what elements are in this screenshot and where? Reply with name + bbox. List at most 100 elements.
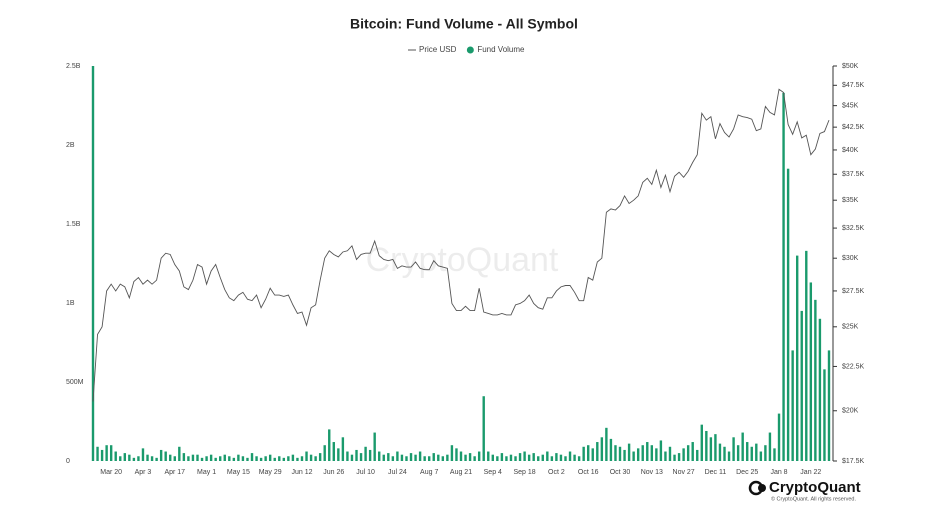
- x-tick-label: Aug 21: [450, 469, 472, 476]
- volume-bar: [514, 456, 517, 461]
- volume-bar: [496, 456, 499, 461]
- volume-bar: [759, 451, 763, 461]
- y2-tick-label: $27.5K: [842, 288, 865, 295]
- volume-bar: [137, 456, 140, 461]
- volume-bar: [573, 454, 576, 461]
- x-tick-label: Sep 18: [514, 469, 536, 476]
- volume-bar: [359, 453, 363, 461]
- x-tick-label: May 1: [197, 469, 216, 476]
- volume-bar: [409, 453, 413, 461]
- volume-bar: [696, 449, 699, 461]
- volume-bar: [596, 442, 599, 461]
- volume-bar: [109, 445, 113, 461]
- volume-bar: [823, 369, 826, 461]
- y-tick-label: 1.5B: [66, 221, 81, 228]
- volume-bar: [432, 453, 435, 461]
- volume-bar: [477, 451, 481, 461]
- volume-bar: [246, 457, 249, 461]
- volume-bar: [173, 456, 176, 461]
- volume-bar: [537, 456, 540, 461]
- volume-bar: [200, 457, 204, 461]
- volume-bar: [146, 454, 149, 461]
- volume-bar: [100, 449, 104, 461]
- volume-bar: [296, 457, 299, 461]
- brand-logo: [748, 480, 766, 496]
- volume-bar: [550, 456, 554, 461]
- volume-bar: [141, 448, 145, 461]
- volume-bar: [427, 456, 431, 461]
- volume-bar: [209, 454, 213, 461]
- y2-tick-label: $47.5K: [842, 82, 865, 89]
- volume-bar: [323, 445, 326, 461]
- volume-bar: [591, 448, 594, 461]
- volume-bar: [91, 66, 95, 461]
- x-tick-label: Jun 12: [291, 469, 312, 476]
- volume-bar: [636, 448, 640, 461]
- x-tick-label: Jul 10: [356, 469, 375, 476]
- volume-bar: [786, 168, 790, 461]
- legend-label: Fund Volume: [477, 45, 525, 54]
- volume-bar: [150, 456, 154, 461]
- volume-bar: [791, 350, 794, 461]
- volume-bar: [119, 456, 122, 461]
- volume-bar: [123, 453, 127, 461]
- volume-bar: [223, 454, 226, 461]
- volume-bar: [555, 453, 558, 461]
- volume-bar: [414, 454, 417, 461]
- y-tick-label: 500M: [66, 379, 84, 386]
- volume-bar: [314, 456, 317, 461]
- y2-tick-label: $17.5K: [842, 458, 865, 465]
- legend-label: Price USD: [419, 45, 457, 54]
- volume-bar: [736, 445, 740, 461]
- volume-bar: [527, 454, 531, 461]
- volume-bar: [169, 454, 172, 461]
- x-tick-label: Oct 16: [578, 469, 599, 476]
- volume-bar: [577, 456, 581, 461]
- volume-bar: [673, 454, 676, 461]
- volume-bar: [814, 299, 817, 461]
- volume-bar: [659, 440, 663, 461]
- volume-bar: [391, 456, 395, 461]
- x-tick-label: Apr 17: [164, 469, 185, 476]
- volume-bar: [459, 451, 463, 461]
- volume-bar: [219, 456, 222, 461]
- x-tick-label: Oct 30: [610, 469, 631, 476]
- volume-bar: [455, 448, 458, 461]
- y-tick-label: 0: [66, 458, 70, 465]
- volume-bar: [827, 350, 831, 461]
- volume-bar: [446, 454, 449, 461]
- volume-bar: [418, 451, 422, 461]
- volume-bar: [228, 456, 231, 461]
- volume-bar: [159, 449, 163, 461]
- volume-bar: [437, 454, 440, 461]
- volume-bar: [587, 445, 590, 461]
- volume-bar: [518, 453, 522, 461]
- volume-bar: [287, 456, 290, 461]
- volume-bar: [773, 448, 776, 461]
- volume-bar: [450, 445, 454, 461]
- y2-tick-label: $45K: [842, 102, 859, 109]
- volume-bar: [664, 451, 667, 461]
- volume-bar: [441, 456, 445, 461]
- x-tick-label: Apr 3: [135, 469, 152, 476]
- volume-bar: [509, 454, 513, 461]
- y-tick-label: 2B: [66, 142, 75, 149]
- volume-bar: [468, 453, 472, 461]
- volume-bar: [105, 445, 108, 461]
- volume-bar: [564, 456, 567, 461]
- volume-bar: [559, 454, 563, 461]
- volume-bar: [341, 437, 345, 461]
- volume-bar: [668, 446, 672, 461]
- volume-bar: [182, 453, 186, 461]
- logo-mark: [758, 484, 766, 492]
- volume-bar: [505, 456, 508, 461]
- volume-bar: [282, 457, 286, 461]
- volume-bar: [768, 432, 772, 461]
- volume-bar: [532, 453, 535, 461]
- x-tick-label: Nov 13: [641, 469, 663, 476]
- volume-bar: [278, 456, 281, 461]
- volume-bar: [487, 451, 490, 461]
- volume-bar: [378, 451, 381, 461]
- volume-bar: [627, 443, 631, 461]
